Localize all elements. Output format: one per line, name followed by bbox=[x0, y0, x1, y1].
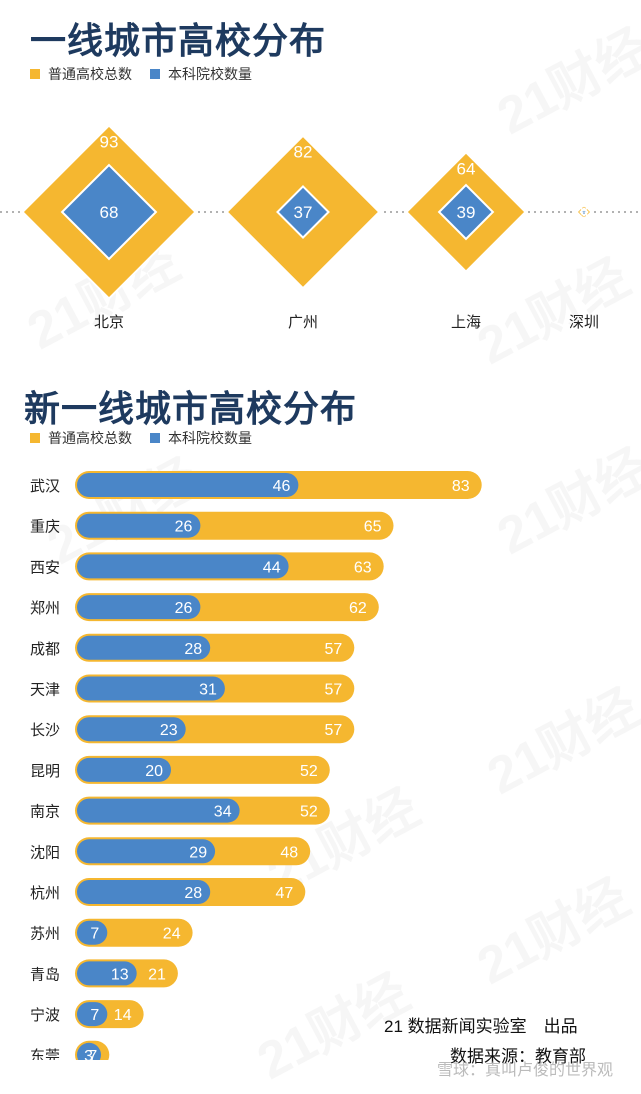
bar-undergrad bbox=[77, 920, 108, 945]
bar-total-label: 65 bbox=[364, 519, 382, 536]
bar-undergrad-label: 20 bbox=[145, 763, 163, 780]
bar-total-label: 62 bbox=[349, 600, 367, 617]
bar-undergrad-label: 34 bbox=[214, 804, 232, 821]
diamond-inner bbox=[276, 185, 330, 239]
data-source: 数据来源：教育部 bbox=[450, 1047, 586, 1066]
bar-undergrad bbox=[77, 798, 240, 823]
legend-swatch-blue bbox=[150, 433, 160, 443]
legend: 普通高校总数 本科院校数量 bbox=[30, 64, 270, 84]
bar-total-label: 47 bbox=[276, 885, 294, 902]
bar-undergrad-label: 26 bbox=[175, 519, 193, 536]
legend-item: 普通高校总数 bbox=[30, 428, 132, 448]
bar-undergrad-label: 29 bbox=[189, 844, 207, 861]
legend-item: 本科院校数量 bbox=[150, 428, 252, 448]
bar-total-label: 52 bbox=[300, 804, 318, 821]
diamond-outer-value: 64 bbox=[457, 159, 476, 178]
bar-total-label: 83 bbox=[452, 478, 470, 495]
diamond-inner bbox=[437, 183, 495, 241]
bar-undergrad bbox=[77, 676, 225, 701]
diamond-outer-value: 82 bbox=[294, 143, 313, 162]
bar-undergrad bbox=[77, 473, 299, 497]
bar-undergrad bbox=[77, 635, 211, 660]
bar-undergrad bbox=[77, 757, 171, 782]
bar-total-label: 57 bbox=[325, 641, 343, 658]
bar-total-label: 7 bbox=[88, 1048, 97, 1060]
legend-item: 本科院校数量 bbox=[150, 64, 252, 84]
city-label: 深圳 bbox=[569, 314, 599, 331]
bar-total-label: 21 bbox=[148, 966, 166, 983]
city-label: 青岛 bbox=[30, 966, 60, 983]
legend: 普通高校总数 本科院校数量 bbox=[30, 428, 270, 448]
bar-undergrad bbox=[77, 717, 186, 742]
city-label: 重庆 bbox=[30, 519, 60, 536]
city-label: 天津 bbox=[30, 682, 60, 699]
city-label: 长沙 bbox=[30, 722, 60, 739]
city-label: 武汉 bbox=[30, 478, 60, 495]
diamond-inner-value: 5 bbox=[580, 205, 588, 221]
bar-undergrad bbox=[77, 880, 211, 904]
bar-undergrad bbox=[77, 961, 137, 986]
bar-undergrad bbox=[77, 554, 289, 579]
city-label: 沈阳 bbox=[30, 844, 60, 861]
city-label: 宁波 bbox=[30, 1007, 60, 1024]
city-label: 南京 bbox=[30, 804, 60, 821]
bar-undergrad-label: 26 bbox=[175, 600, 193, 617]
bar-total-label: 52 bbox=[300, 763, 318, 780]
bar-undergrad-label: 28 bbox=[184, 885, 202, 902]
legend-item: 普通高校总数 bbox=[30, 64, 132, 84]
bar-undergrad-label: 13 bbox=[111, 966, 129, 983]
bar-chart: 武汉 83 46 重庆 65 26 西安 63 44 郑州 62 26 成都 57 28 天津 57 31 长沙 57… bbox=[30, 471, 482, 1060]
city-label: 苏州 bbox=[30, 926, 60, 943]
bar-total-label: 63 bbox=[354, 559, 372, 576]
bar-undergrad bbox=[77, 839, 216, 864]
legend-label: 本科院校数量 bbox=[168, 430, 252, 446]
bar-undergrad bbox=[77, 1042, 101, 1060]
bar-undergrad-label: 23 bbox=[160, 722, 178, 739]
city-label: 东莞 bbox=[30, 1048, 60, 1060]
legend-label: 普通高校总数 bbox=[48, 66, 132, 82]
city-label: 郑州 bbox=[30, 600, 60, 617]
diamond-chart: 93 68 北京 82 37 广州 64 39 上海 85 深圳 bbox=[0, 124, 641, 331]
xueqiu-watermark: 雪球：真叫卢俊的世界观 bbox=[436, 1062, 613, 1079]
bar-undergrad-label: 46 bbox=[273, 478, 291, 495]
diamond-inner-value: 37 bbox=[294, 203, 313, 222]
bar-undergrad-label: 3 bbox=[84, 1048, 93, 1060]
city-label: 杭州 bbox=[30, 885, 60, 902]
legend-label: 本科院校数量 bbox=[168, 66, 252, 82]
bar-total-label: 14 bbox=[114, 1007, 132, 1024]
city-label: 上海 bbox=[451, 314, 481, 331]
bar-total-label: 57 bbox=[325, 722, 343, 739]
diamond-outer-value: 93 bbox=[100, 133, 119, 152]
producer-credit: 21 数据新闻实验室 出品 bbox=[384, 1017, 578, 1036]
diamond-outer-value: 8 bbox=[580, 203, 588, 219]
bar-undergrad-label: 44 bbox=[263, 559, 281, 576]
diamond-inner bbox=[579, 207, 589, 217]
diamond-inner-value: 39 bbox=[457, 203, 476, 222]
bar-undergrad-label: 28 bbox=[184, 641, 202, 658]
city-label: 成都 bbox=[30, 641, 60, 658]
legend-swatch-blue bbox=[150, 69, 160, 79]
diamond-inner-value: 68 bbox=[100, 203, 119, 222]
legend-swatch-yellow bbox=[30, 433, 40, 443]
city-label: 北京 bbox=[94, 314, 124, 331]
diamond-inner bbox=[60, 163, 158, 261]
legend-label: 普通高校总数 bbox=[48, 430, 132, 446]
bar-undergrad-label: 7 bbox=[90, 1007, 99, 1024]
legend-swatch-yellow bbox=[30, 69, 40, 79]
bar-total-label: 48 bbox=[280, 844, 298, 861]
bar-undergrad bbox=[77, 513, 201, 538]
bar-undergrad-label: 7 bbox=[90, 926, 99, 943]
city-label: 广州 bbox=[288, 314, 318, 331]
bar-undergrad-label: 31 bbox=[199, 682, 217, 699]
bar-undergrad bbox=[77, 1002, 108, 1027]
page-title: 一线城市高校分布 bbox=[30, 20, 327, 61]
bar-total-label: 24 bbox=[163, 926, 181, 943]
section-title: 新一线城市高校分布 bbox=[24, 388, 358, 429]
city-label: 昆明 bbox=[30, 763, 60, 780]
bar-total-label: 57 bbox=[325, 682, 343, 699]
city-label: 西安 bbox=[30, 559, 60, 576]
bar-undergrad bbox=[77, 595, 201, 620]
